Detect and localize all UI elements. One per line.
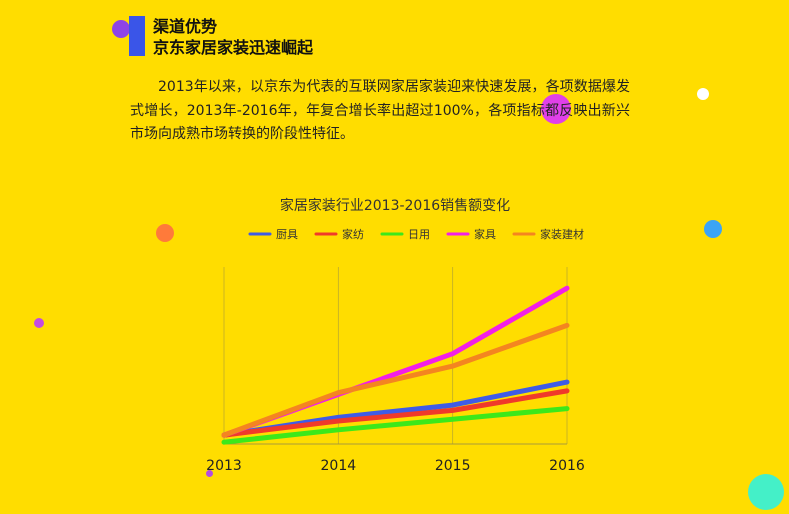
legend-label-1: 家纺 xyxy=(342,227,364,241)
legend-label-4: 家装建材 xyxy=(540,227,584,241)
decor-dot-teal xyxy=(748,474,784,510)
decor-dot-magenta xyxy=(541,94,571,124)
section-heading: 渠道优势 京东家居家装迅速崛起 xyxy=(153,16,313,58)
intro-paragraph: 2013年以来，以京东为代表的互联网家居家装迎来快速发展，各项数据爆发式增长，2… xyxy=(130,79,630,142)
x-tick-label-1: 2014 xyxy=(321,458,357,474)
series-line-1 xyxy=(221,388,570,438)
decor-dot-orange xyxy=(156,224,174,242)
decor-dot-small-violet xyxy=(206,470,213,477)
decor-dot-white xyxy=(697,88,709,100)
section-title: 渠道优势 xyxy=(153,17,218,36)
legend-label-0: 厨具 xyxy=(276,228,298,241)
legend-label-3: 家具 xyxy=(474,227,496,241)
series-line-2 xyxy=(221,406,570,445)
decor-dot-blue xyxy=(704,220,722,238)
chart-title: 家居家装行业2013-2016销售额变化 xyxy=(280,197,510,214)
legend-label-2: 日用 xyxy=(408,228,430,241)
x-tick-label-2: 2015 xyxy=(435,458,471,474)
x-tick-label-3: 2016 xyxy=(549,458,585,474)
decor-dot-purple xyxy=(112,20,130,38)
decor-dot-violet xyxy=(34,318,44,328)
series-line-4 xyxy=(221,322,570,438)
heading-accent-bar xyxy=(129,16,145,56)
section-subtitle: 京东家居家装迅速崛起 xyxy=(153,38,314,57)
x-tick-label-0: 2013 xyxy=(206,458,242,474)
